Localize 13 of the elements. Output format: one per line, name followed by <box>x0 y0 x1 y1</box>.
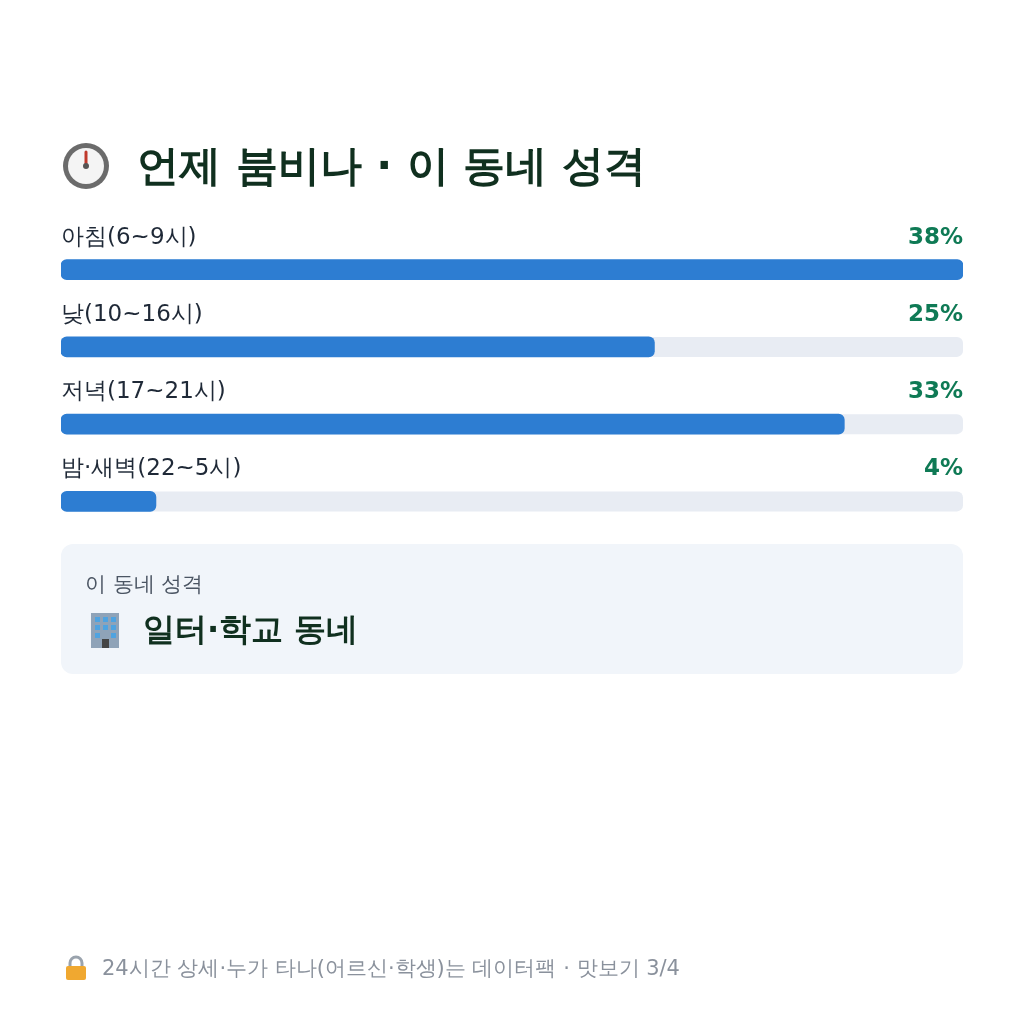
bar <box>61 491 157 512</box>
y-tick-label: 밤·새벽(22~5시) <box>61 454 242 481</box>
y-tick-label: 낮(10~16시) <box>61 299 203 326</box>
text: 이 동네 성격 <box>85 571 204 598</box>
text: 일터·학교 동네 <box>143 609 359 650</box>
chart-title: 언제 붐비나 · 이 동네 성격 <box>137 140 647 192</box>
text: 24시간 상세·누가 타나(어르신·학생)는 데이터팩 · 맛보기 3/4 <box>102 955 680 982</box>
data-label: 38% <box>907 222 963 249</box>
y-tick-label: 저녁(17~21시) <box>61 377 226 404</box>
y-tick-label: 아침(6~9시) <box>61 222 197 249</box>
data-label: 25% <box>907 299 963 326</box>
data-label: 33% <box>907 377 963 404</box>
data-label: 4% <box>923 454 963 481</box>
